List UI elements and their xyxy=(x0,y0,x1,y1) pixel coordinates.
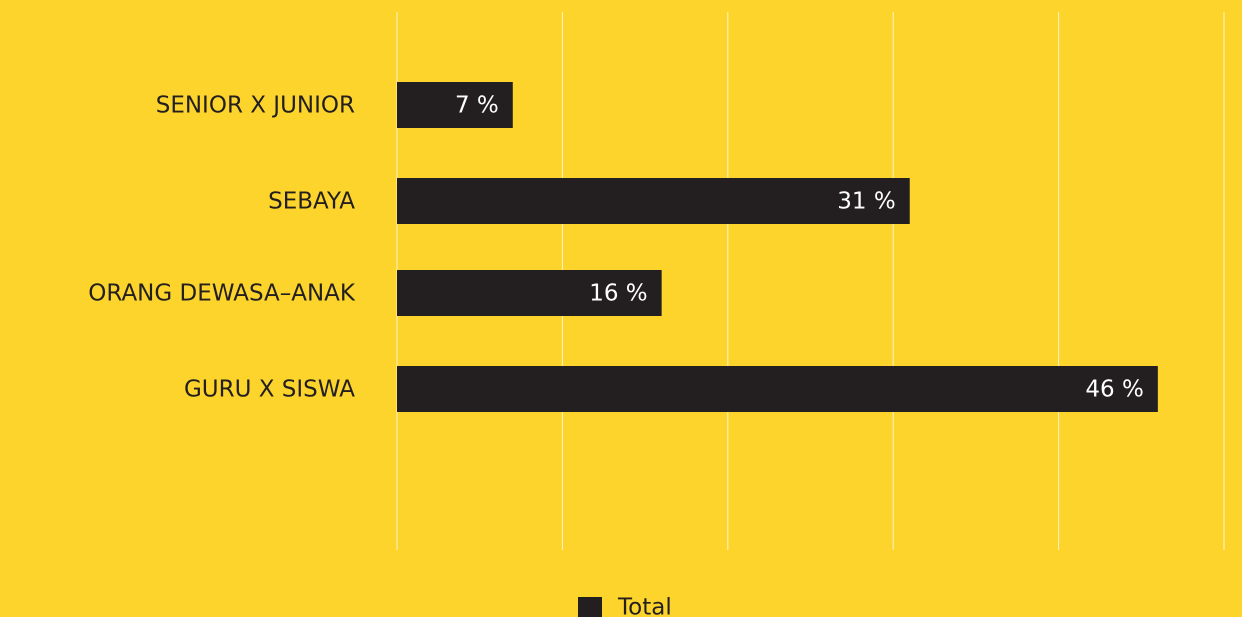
bar xyxy=(397,82,513,128)
category-label: ORANG DEWASA–ANAK xyxy=(88,281,356,307)
category-label: GURU X SISWA xyxy=(184,377,355,403)
category-label: SENIOR X JUNIOR xyxy=(156,93,355,119)
legend-swatch xyxy=(578,597,602,617)
category-label: SEBAYA xyxy=(268,189,355,215)
legend-label: Total xyxy=(617,595,672,617)
value-label: 16 % xyxy=(589,281,647,307)
bar xyxy=(397,270,662,316)
value-label: 7 % xyxy=(455,93,499,119)
bar xyxy=(397,178,910,224)
value-label: 31 % xyxy=(837,189,895,215)
value-label: 46 % xyxy=(1085,377,1143,403)
bar xyxy=(397,366,1158,412)
